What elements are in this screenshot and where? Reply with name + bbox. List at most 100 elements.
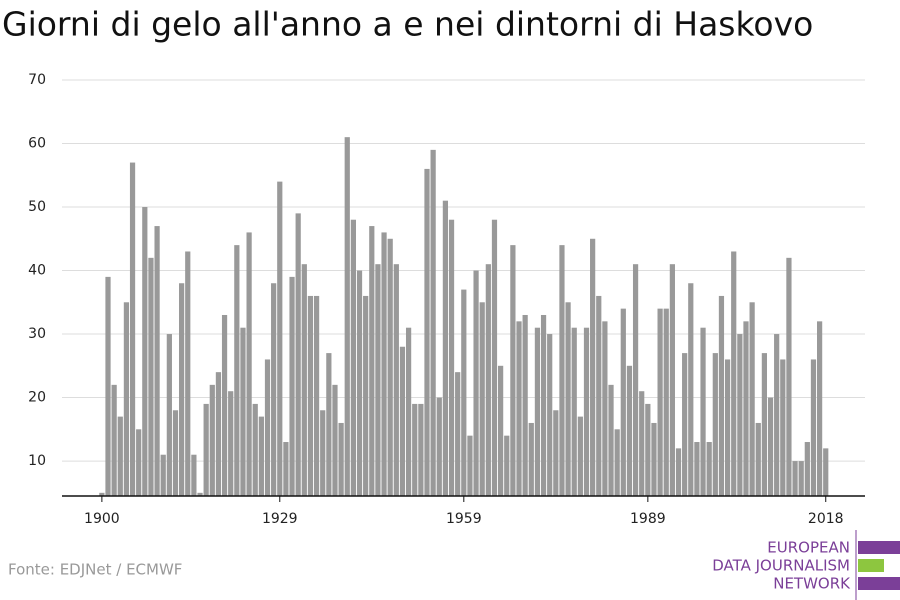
bar	[246, 232, 252, 496]
bar	[301, 264, 307, 496]
bar	[516, 321, 522, 496]
logo-text: EUROPEAN	[767, 539, 850, 557]
y-tick-label: 40	[28, 263, 46, 279]
bar	[123, 302, 130, 496]
bar	[473, 270, 479, 496]
y-tick-label: 50	[28, 199, 46, 215]
bar	[596, 295, 602, 496]
bar	[295, 213, 301, 497]
bar	[154, 226, 160, 496]
bar	[307, 295, 314, 496]
bar	[663, 308, 669, 496]
bar	[442, 200, 449, 496]
bar	[528, 422, 534, 496]
x-tick-label: 1959	[446, 511, 482, 527]
bar	[136, 429, 142, 496]
bar	[485, 264, 491, 496]
bar	[657, 308, 663, 496]
bar	[289, 276, 295, 496]
bar	[387, 238, 393, 496]
bar	[430, 149, 436, 496]
bar	[117, 416, 123, 496]
bar	[767, 397, 774, 496]
bar	[455, 372, 461, 496]
bar	[412, 403, 418, 496]
logo-bar	[858, 559, 884, 572]
bar	[405, 327, 412, 496]
bar	[209, 384, 215, 496]
bar	[240, 327, 246, 496]
bar	[816, 321, 823, 496]
bar	[823, 448, 829, 496]
bar	[436, 397, 442, 496]
bar	[215, 372, 222, 496]
bar	[160, 454, 166, 496]
bar	[749, 302, 755, 496]
bar	[111, 384, 117, 496]
bar	[780, 359, 786, 496]
bar	[639, 391, 645, 496]
x-tick-label: 2018	[808, 511, 844, 527]
bar	[424, 168, 430, 497]
bar	[252, 403, 258, 496]
bar	[344, 137, 350, 496]
bar	[608, 384, 614, 496]
source: Fonte: EDJNet / ECMWF	[8, 561, 182, 579]
bar	[375, 264, 381, 496]
bar	[332, 384, 338, 496]
y-tick-label: 10	[28, 453, 46, 469]
bar	[786, 257, 792, 496]
logo-text: NETWORK	[773, 575, 851, 593]
bar	[565, 302, 571, 496]
bar	[724, 359, 731, 496]
bar	[461, 289, 467, 496]
y-tick-label: 60	[28, 136, 46, 152]
bar	[369, 226, 375, 496]
bar	[737, 334, 743, 496]
bar	[590, 238, 596, 496]
bar	[179, 283, 185, 496]
bar	[234, 245, 240, 496]
bar	[675, 448, 682, 496]
bar	[522, 314, 528, 496]
bar	[559, 245, 565, 496]
bar	[645, 403, 651, 496]
bar	[712, 353, 718, 496]
bar	[228, 391, 234, 496]
bar	[700, 327, 706, 496]
bar	[583, 327, 590, 496]
bar	[338, 422, 344, 496]
bar	[553, 410, 559, 496]
bar	[761, 353, 768, 496]
bar	[626, 365, 633, 496]
bar	[614, 429, 620, 496]
bar	[326, 353, 332, 496]
bar	[197, 492, 203, 496]
bar	[651, 422, 657, 496]
bar	[682, 353, 688, 496]
bar	[172, 410, 179, 496]
bar	[510, 245, 516, 496]
bar	[774, 334, 780, 496]
bar	[688, 283, 694, 496]
bar	[191, 454, 197, 496]
bar	[694, 442, 700, 496]
bar	[798, 461, 804, 496]
bar	[577, 416, 583, 496]
bar	[148, 257, 154, 496]
bar	[399, 346, 406, 496]
x-tick-label: 1900	[84, 511, 120, 527]
bar	[602, 321, 608, 496]
bar	[632, 264, 639, 496]
bar	[731, 251, 737, 496]
bar	[540, 314, 547, 496]
bar	[264, 359, 271, 496]
bar	[467, 435, 473, 496]
bar	[743, 321, 749, 496]
bar	[277, 181, 283, 496]
bar	[381, 232, 387, 496]
logo-text: DATA JOURNALISM	[712, 557, 850, 575]
logo-bar	[858, 541, 900, 554]
bar	[669, 264, 675, 496]
